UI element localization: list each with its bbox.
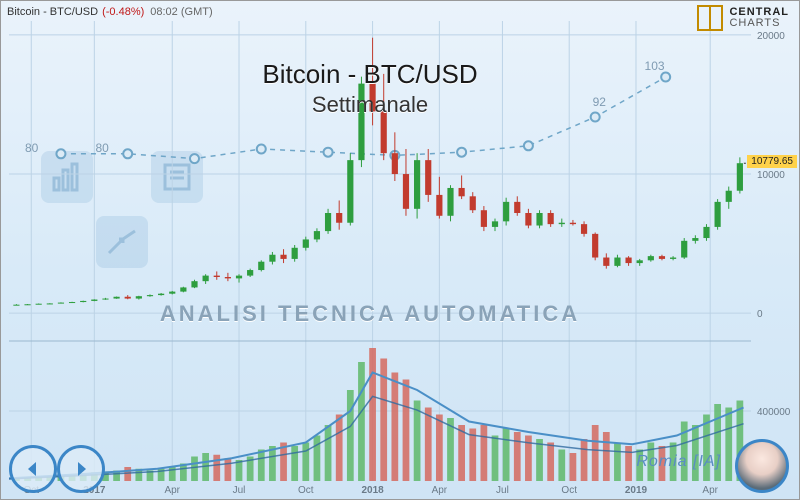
svg-text:0: 0 <box>757 309 763 320</box>
svg-text:2018: 2018 <box>361 485 384 496</box>
chart-frame: Bitcoin - BTC/USD (-0.48%) 08:02 (GMT) C… <box>0 0 800 500</box>
svg-text:Apr: Apr <box>702 485 718 496</box>
logo-icon <box>697 5 723 31</box>
brand-logo: CENTRALCHARTS <box>697 5 789 31</box>
nav-prev-button[interactable] <box>9 445 57 493</box>
rsi-value: 80 <box>95 141 108 155</box>
svg-text:Apr: Apr <box>164 485 180 496</box>
title-line2: Settimanale <box>1 92 739 118</box>
header-bar: Bitcoin - BTC/USD (-0.48%) 08:02 (GMT) <box>1 1 799 23</box>
assistant-avatar[interactable] <box>735 439 789 493</box>
signature: Romia [IA] <box>636 453 721 471</box>
subtitle-watermark: ANALISI TECNICA AUTOMATICA <box>1 301 739 327</box>
svg-text:Apr: Apr <box>432 485 448 496</box>
svg-text:Oct: Oct <box>561 485 577 496</box>
title-line1: Bitcoin - BTC/USD <box>1 59 739 90</box>
svg-text:2019: 2019 <box>625 485 648 496</box>
time-label: 08:02 (GMT) <box>150 6 212 18</box>
nav-next-button[interactable] <box>57 445 105 493</box>
rsi-value: 80 <box>25 141 38 155</box>
chart-title: Bitcoin - BTC/USD Settimanale <box>1 59 739 118</box>
svg-text:Jul: Jul <box>496 485 509 496</box>
logo-text: CENTRALCHARTS <box>729 7 789 29</box>
change-label: (-0.48%) <box>102 6 144 18</box>
svg-text:10000: 10000 <box>757 170 785 181</box>
svg-text:Jul: Jul <box>233 485 246 496</box>
svg-text:20000: 20000 <box>757 31 785 42</box>
svg-text:Oct: Oct <box>298 485 314 496</box>
svg-text:400000: 400000 <box>757 407 791 418</box>
symbol-label: Bitcoin - BTC/USD <box>7 6 98 18</box>
price-tag: 10779.65 <box>747 155 797 168</box>
